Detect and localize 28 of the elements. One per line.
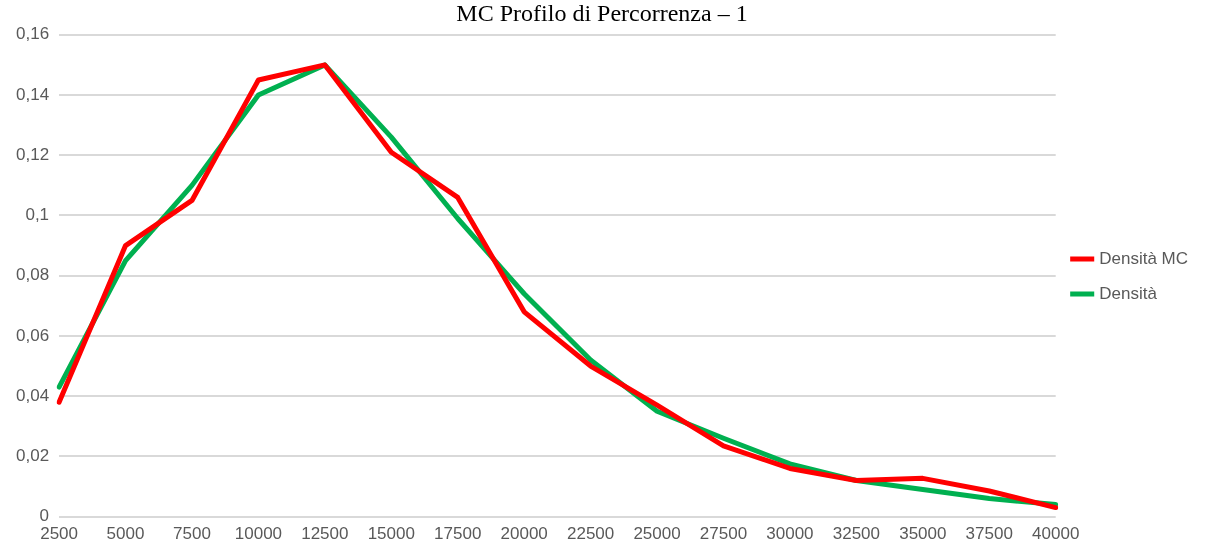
x-tick-label: 20000 [500,524,548,544]
x-tick-label: 35000 [899,524,947,544]
x-tick-label: 40000 [1032,524,1080,544]
x-tick-label: 17500 [434,524,482,544]
x-tick-label: 15000 [367,524,415,544]
y-tick-label: 0 [39,506,50,526]
x-tick-label: 7500 [173,524,211,544]
y-tick-label: 0,1 [25,205,50,225]
x-tick-label: 22500 [566,524,615,544]
x-tick-label: 10000 [234,524,283,544]
x-tick-label: 37500 [965,524,1013,544]
chart-title: MC Profilo di Percorrenza – 1 [456,0,748,26]
x-tick-label: 2500 [40,524,78,544]
y-tick-label: 0,08 [15,265,50,285]
x-tick-label: 32500 [832,524,881,544]
y-tick-label: 0,06 [15,325,50,345]
legend-label: Densità [1099,283,1158,303]
x-tick-label: 27500 [699,524,748,544]
x-tick-label: 30000 [766,524,814,544]
legend-label: Densità MC [1099,248,1189,268]
y-tick-label: 0,14 [15,84,50,104]
x-tick-label: 12500 [301,524,349,544]
x-tick-label: 5000 [106,524,145,544]
x-tick-label: 25000 [633,524,681,544]
y-tick-label: 0,04 [15,385,50,405]
y-tick-label: 0,12 [15,144,50,164]
y-tick-label: 0,02 [15,446,50,466]
y-tick-label: 0,16 [15,24,50,44]
